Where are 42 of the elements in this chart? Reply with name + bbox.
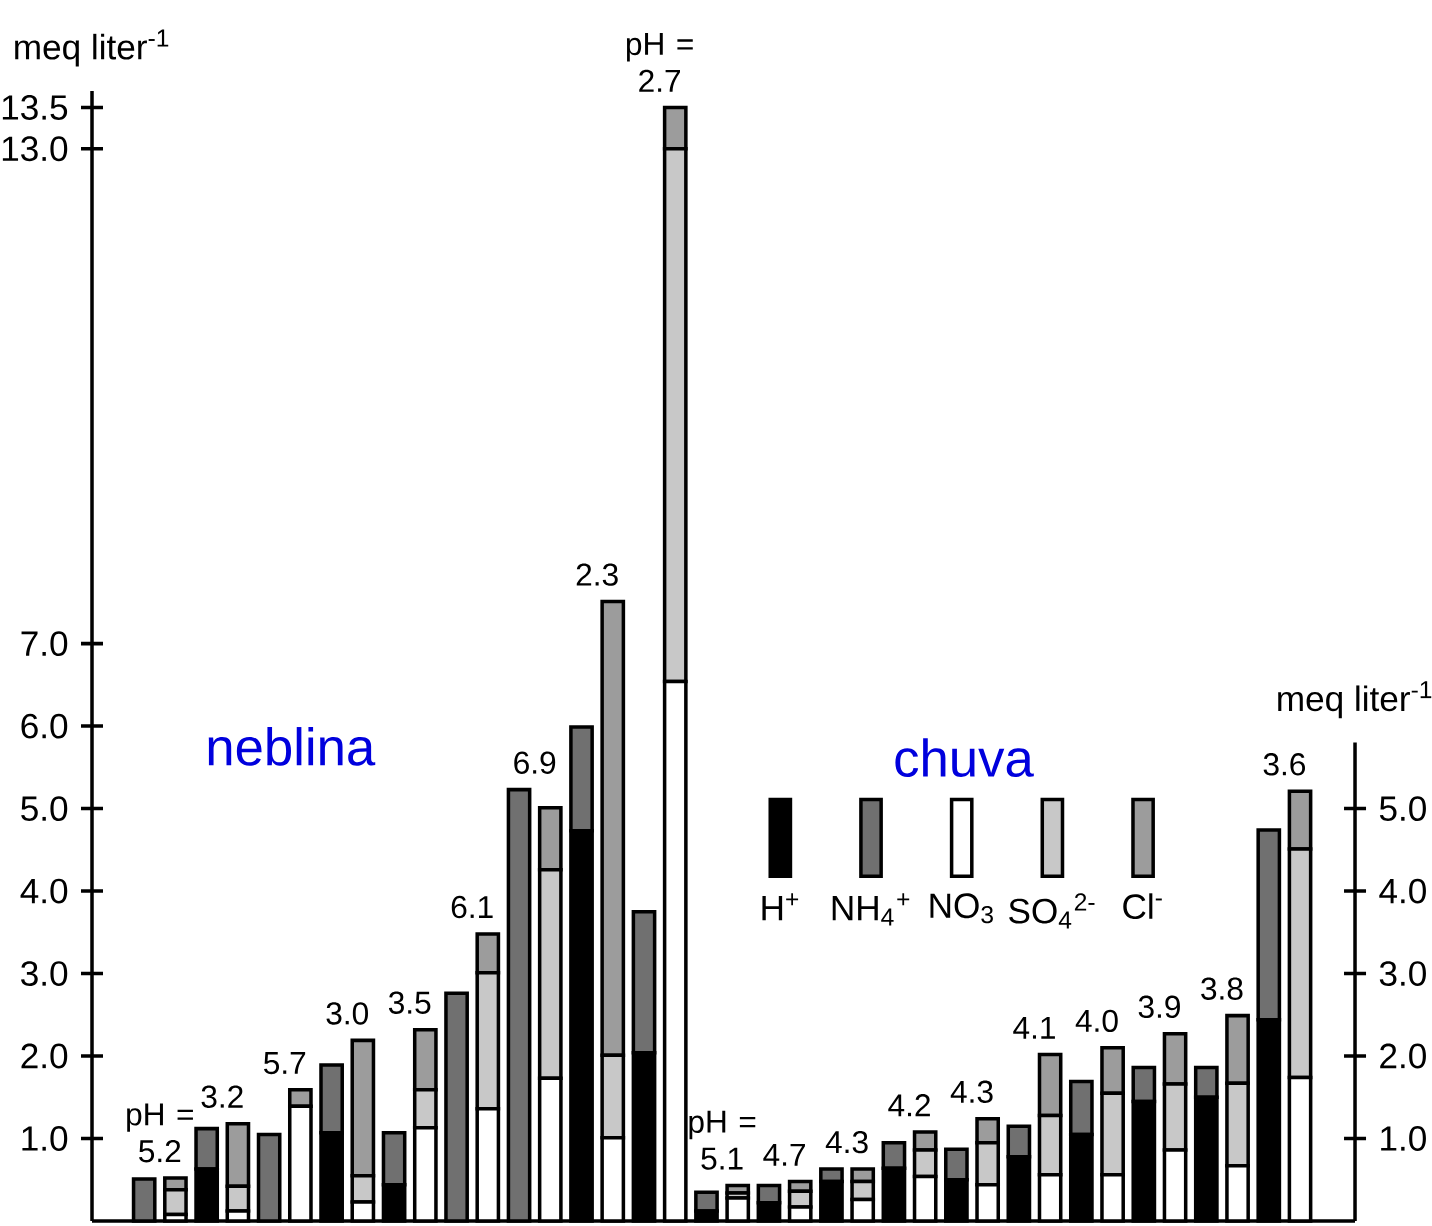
y-tick-label: 6.0 bbox=[21, 713, 68, 739]
x-tick-label: 3.8 bbox=[1201, 977, 1243, 1000]
x-tick-label: 2.3 bbox=[576, 563, 618, 586]
y-tick-label: 13.0 bbox=[2, 136, 68, 162]
y2-tick-label: 3.0 bbox=[1379, 961, 1426, 986]
x-tick-label: 4.3 bbox=[825, 1130, 868, 1154]
y-tick-label: 1.0 bbox=[22, 1126, 68, 1151]
y2-axis-title: meq liter$^{-1}$ bbox=[1278, 681, 1432, 719]
x-tick-label: 6.9 bbox=[514, 751, 556, 774]
legend-label: NH$_{4}$+ bbox=[832, 893, 910, 926]
x-tick-label: 4.3 bbox=[950, 1080, 993, 1104]
x-tick-label: pH = 2.7 bbox=[626, 33, 693, 92]
y-tick-label: 7.0 bbox=[21, 631, 68, 657]
annotation: chuva bbox=[895, 738, 1034, 778]
x-tick-label: 4.1 bbox=[1013, 1016, 1055, 1039]
y-tick-label: 5.0 bbox=[21, 796, 68, 822]
y-tick-label: 4.0 bbox=[20, 878, 68, 904]
x-tick-label: 3.6 bbox=[1263, 753, 1306, 776]
y-tick-label: 2.0 bbox=[21, 1043, 68, 1069]
y2-tick-label: 1.0 bbox=[1381, 1126, 1426, 1151]
y2-tick-label: 2.0 bbox=[1380, 1043, 1426, 1069]
x-tick-label: 3.5 bbox=[388, 991, 431, 1014]
x-tick-label: pH = 5.2 bbox=[127, 1103, 193, 1163]
x-tick-label: 6.1 bbox=[451, 895, 493, 919]
y2-tick-label: 5.0 bbox=[1379, 796, 1426, 822]
x-tick-label: 4.2 bbox=[888, 1094, 930, 1117]
x-tick-label: 3.2 bbox=[201, 1085, 243, 1108]
y-tick-label: 3.0 bbox=[21, 961, 68, 986]
x-tick-label: 4.7 bbox=[763, 1143, 805, 1166]
legend-label: SO$_{4}$2- bbox=[1009, 893, 1095, 929]
x-tick-label: 3.0 bbox=[326, 1002, 368, 1025]
y-axis-title: meq liter$^{-1}$ bbox=[15, 29, 169, 67]
legend-label: NO$_{3}$ bbox=[930, 893, 993, 924]
y-tick-label: 13.5 bbox=[2, 95, 68, 120]
legend-label: Cl$^{-}$ bbox=[1123, 893, 1162, 920]
annotation: neblina bbox=[208, 727, 376, 766]
legend-label: H$^{+}$ bbox=[762, 893, 799, 921]
x-tick-label: 3.9 bbox=[1138, 995, 1180, 1019]
x-tick-label: 4.0 bbox=[1075, 1009, 1118, 1033]
x-tick-label: pH = 5.1 bbox=[689, 1110, 756, 1170]
x-tick-label: 5.7 bbox=[264, 1052, 306, 1075]
y2-tick-label: 4.0 bbox=[1379, 878, 1426, 904]
